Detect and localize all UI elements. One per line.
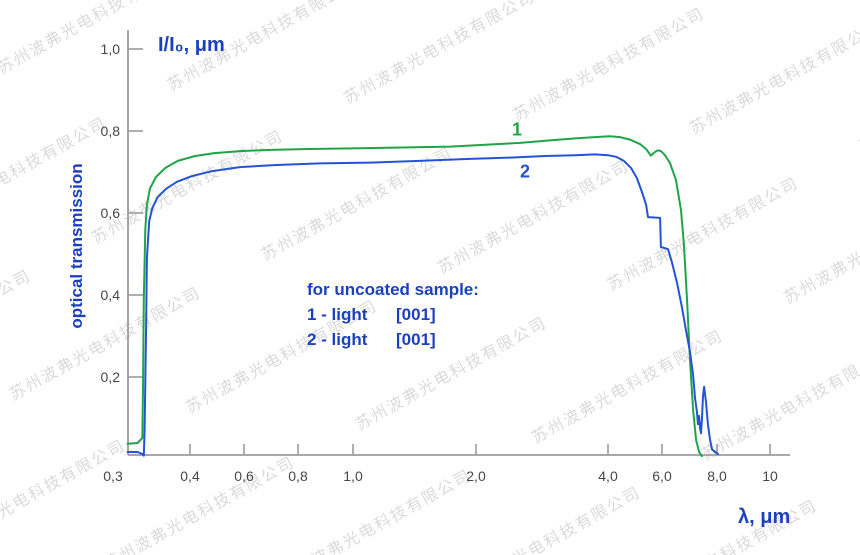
y-tick-label: 0,8: [100, 123, 120, 139]
x-tick-label: 2,0: [466, 468, 486, 484]
y-tick-label: 0,6: [100, 205, 120, 221]
annotation-row-1-label: 1 - light: [307, 305, 368, 324]
x-tick-label: 1,0: [343, 468, 363, 484]
curve-1-label: 1: [511, 119, 523, 140]
y-tick-label: 0,2: [100, 369, 120, 385]
annotation-row-2-value: [001]: [396, 330, 436, 349]
curve-2: [126, 153, 720, 457]
y-tick-label: 1,0: [100, 41, 120, 57]
annotation-row-2: 2 - light [001]: [307, 327, 479, 352]
x-tick-label: 0,4: [180, 468, 200, 484]
y-tick-label: 0,4: [100, 287, 120, 303]
annotation-row-2-label: 2 - light: [307, 330, 368, 349]
annotation-row-1-value: [001]: [396, 305, 436, 324]
annotation-title: for uncoated sample:: [307, 280, 479, 299]
curve-1: [126, 135, 703, 458]
x-tick-label: 0,3: [103, 468, 123, 484]
annotation-block: for uncoated sample: 1 - light [001] 2 -…: [307, 277, 479, 352]
y-axis-title: I/I₀, μm: [158, 34, 225, 56]
annotation-row-1: 1 - light [001]: [307, 302, 479, 327]
x-axis-title: λ, μm: [738, 506, 791, 528]
x-tick-label: 0,8: [288, 468, 308, 484]
x-tick-label: 6,0: [652, 468, 672, 484]
x-tick-label: 4,0: [598, 468, 618, 484]
curve-2-label: 2: [519, 161, 531, 182]
x-tick-label: 10: [762, 468, 778, 484]
x-tick-label: 8,0: [707, 468, 727, 484]
y-axis-label: optical transmission: [67, 163, 86, 329]
x-tick-label: 0,6: [234, 468, 254, 484]
